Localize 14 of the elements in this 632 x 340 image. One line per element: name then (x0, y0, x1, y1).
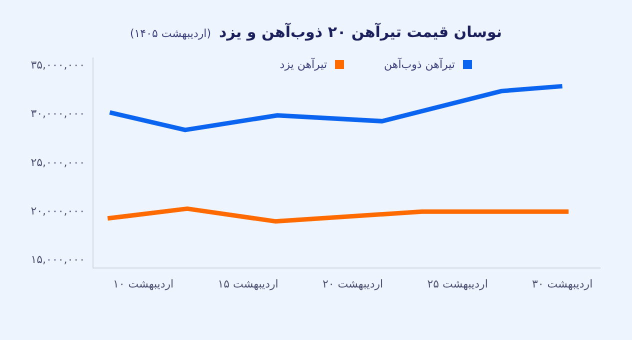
chart-title: نوسان قیمت تیرآهن ۲۰ ذوب‌آهن و یزد (219, 23, 502, 41)
x-tick-label: ۲۰ اردیبهشت (322, 277, 384, 290)
y-tick-label: ۱۵,۰۰۰,۰۰۰ (30, 253, 85, 266)
x-tick-label: ۲۵ اردیبهشت (427, 277, 488, 290)
x-tick-label: ۱۰ اردیبهشت (112, 277, 174, 290)
y-tick-label: ۲۰,۰۰۰,۰۰۰ (30, 204, 85, 218)
x-tick-label: ۳۰ اردیبهشت (532, 277, 593, 290)
y-tick-label: ۲۵,۰۰۰,۰۰۰ (30, 156, 85, 169)
legend-label: تیرآهن ذوب‌آهن (384, 58, 456, 71)
y-tick-label: ۳۵,۰۰۰,۰۰۰ (30, 58, 85, 72)
y-tick-label: ۳۰,۰۰۰,۰۰۰ (30, 107, 85, 120)
chart-subtitle: (اردیبهشت ۱۴۰۵) (130, 27, 212, 40)
x-tick-label: ۱۵ اردیبهشت (218, 277, 278, 290)
legend-label: تیرآهن یزد (280, 58, 328, 71)
